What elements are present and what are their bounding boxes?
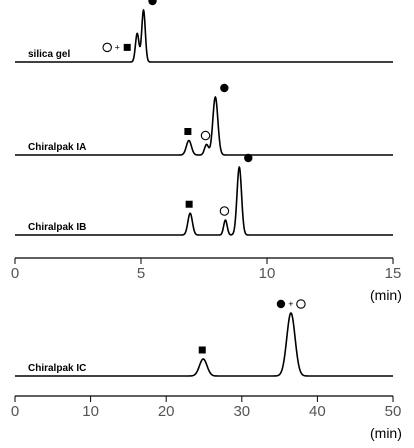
chart0-chiralpak-ib-trace (14, 166, 394, 236)
chart0-x-tick-label-0: 0 (11, 265, 19, 282)
traces-layer: silica gel + Chiralpak IA Chiralpak IB Chira… (14, 0, 394, 377)
chart0-chiralpak-ia-peak-2-marker-0-filled-circle (220, 83, 229, 93)
chart0-chiralpak-ib-peak-1-marker-0-open-circle (219, 206, 230, 216)
chart1-chiralpak-ic-peak-1-marker-1-plus-sign: + (288, 299, 293, 309)
chart0-silica-gel-peak-0-marker-1-plus-sign: + (115, 42, 120, 52)
chart0-x-tick-label-10: 10 (259, 265, 276, 282)
chart1-chiralpak-ic-label: Chiralpak IC (28, 363, 86, 374)
chart0-silica-gel-peak-1-marker-0-filled-circle (148, 0, 157, 6)
chart0-silica-gel-label: silica gel (28, 49, 70, 60)
chart0-chiralpak-ia-label: Chiralpak IA (28, 142, 86, 153)
chart0-chiralpak-ib-peak-0-marker-0-filled-square (185, 200, 193, 208)
chart0-chiralpak-ia-trace (14, 96, 394, 156)
chart0-chiralpak-ia-peak-0-marker-0-filled-square (184, 128, 192, 135)
chart0-x-axis-unit: (min) (370, 287, 402, 303)
chart1-chiralpak-ic-peak-1-marker-0-filled-circle (276, 299, 286, 309)
chart0-chiralpak-ia-peak-1-marker-0-open-circle (200, 130, 211, 141)
chart1-x-tick-label-0: 0 (11, 403, 19, 420)
chart0-silica-gel-trace (14, 9, 394, 63)
chart1-x-tick-label-40: 40 (309, 403, 326, 420)
chart1-x-axis-unit: (min) (370, 425, 402, 441)
axes-layer: 0 5 10 15 (min) 0 10 20 30 40 50 (min) (11, 257, 402, 441)
chart1-chiralpak-ic-peak-0-marker-0-filled-square (198, 346, 206, 354)
chart1-chiralpak-ic-trace (14, 312, 394, 377)
chart0-chiralpak-ib-peak-2-marker-0-filled-circle (244, 153, 253, 163)
chart0-chiralpak-ib-label: Chiralpak IB (28, 222, 86, 233)
chart1-x-tick-label-20: 20 (158, 403, 175, 420)
chart0-x-tick-label-15: 15 (385, 265, 402, 282)
chart0-x-tick-label-5: 5 (137, 265, 145, 282)
chart1-x-tick-label-10: 10 (82, 403, 99, 420)
chart0-silica-gel-peak-0-marker-2-filled-square (123, 43, 131, 51)
chart1-chiralpak-ic-peak-1-marker-2-open-circle (296, 299, 306, 309)
chart1-x-tick-label-50: 50 (385, 403, 402, 420)
chart1-x-tick-label-30: 30 (233, 403, 250, 420)
chart0-silica-gel-peak-0-marker-0-open-circle (102, 42, 112, 53)
